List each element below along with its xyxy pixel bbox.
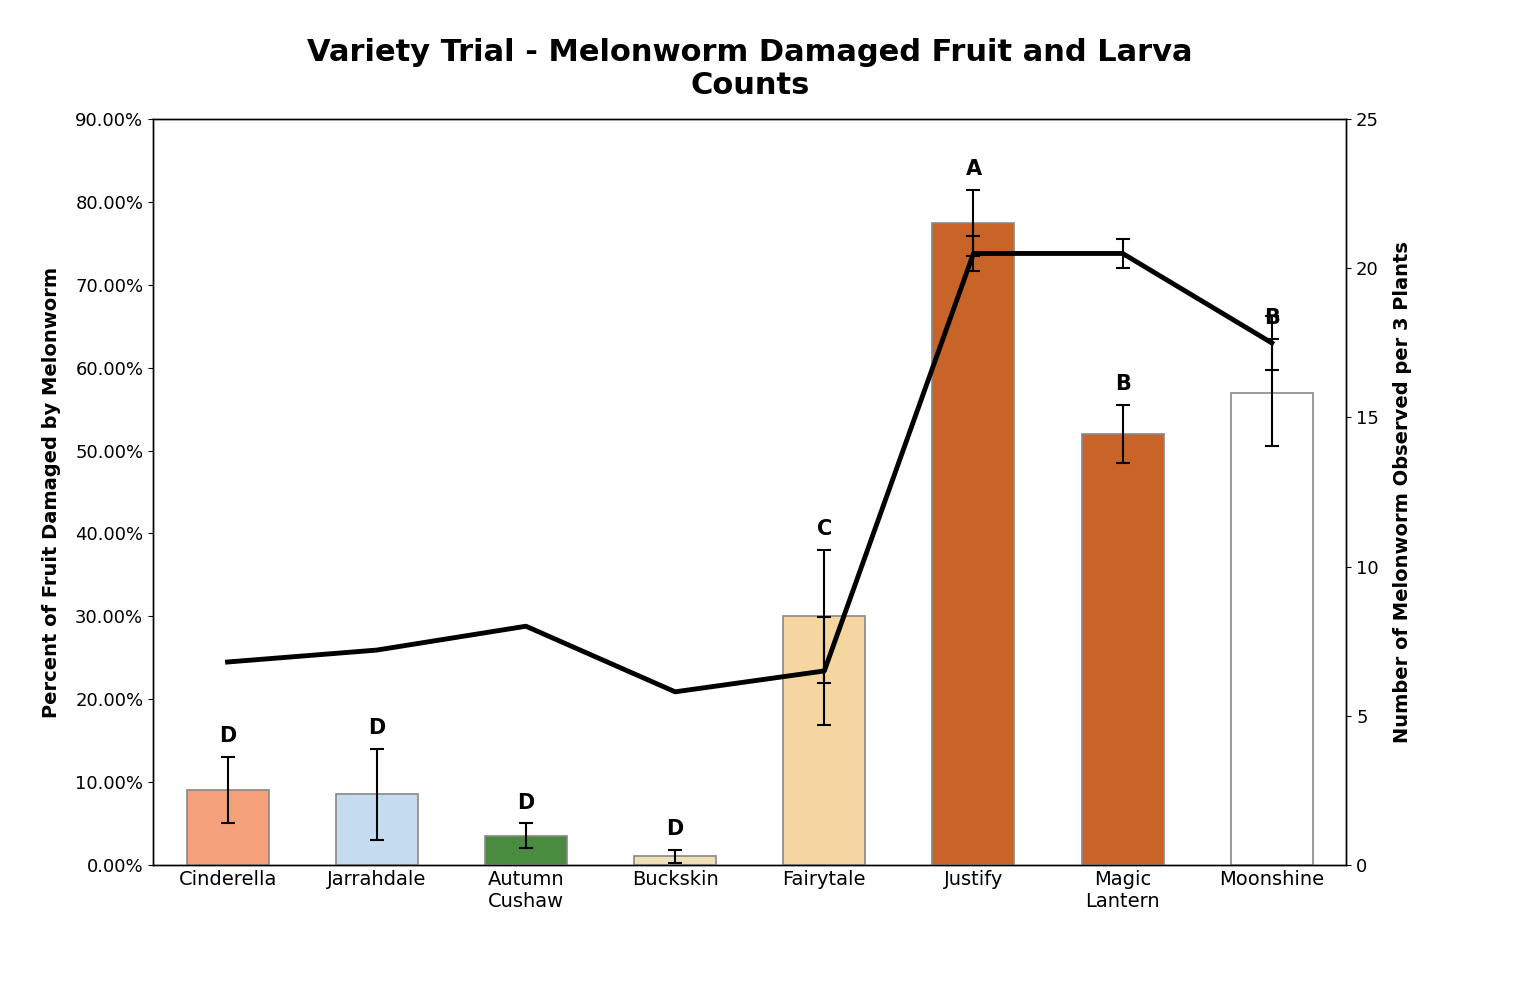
Text: B: B [1115, 375, 1131, 395]
Bar [1082, 434, 1164, 865]
Y-axis label: Percent of Fruit Damaged by Melonworm: Percent of Fruit Damaged by Melonworm [43, 266, 61, 718]
Text: D: D [667, 819, 684, 839]
Bar [932, 223, 1014, 865]
Title: Variety Trial - Melonworm Damaged Fruit and Larva
Counts: Variety Trial - Melonworm Damaged Fruit … [308, 38, 1192, 100]
Y-axis label: Number of Melonworm Observed per 3 Plants: Number of Melonworm Observed per 3 Plant… [1392, 242, 1412, 743]
Text: B: B [1264, 308, 1279, 328]
Bar [335, 794, 418, 865]
Bar [485, 836, 568, 865]
Text: D: D [369, 718, 386, 738]
Bar [187, 790, 269, 865]
Text: C: C [817, 519, 832, 539]
Text: A: A [965, 159, 982, 179]
Text: D: D [517, 792, 534, 813]
Text: D: D [219, 727, 236, 746]
Bar [1230, 393, 1313, 865]
Bar [633, 857, 716, 865]
Bar [783, 616, 866, 865]
